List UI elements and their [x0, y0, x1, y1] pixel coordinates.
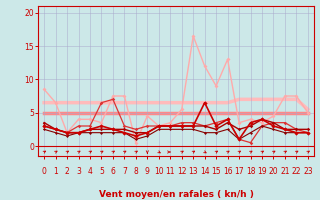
X-axis label: Vent moyen/en rafales ( kn/h ): Vent moyen/en rafales ( kn/h )	[99, 190, 253, 199]
